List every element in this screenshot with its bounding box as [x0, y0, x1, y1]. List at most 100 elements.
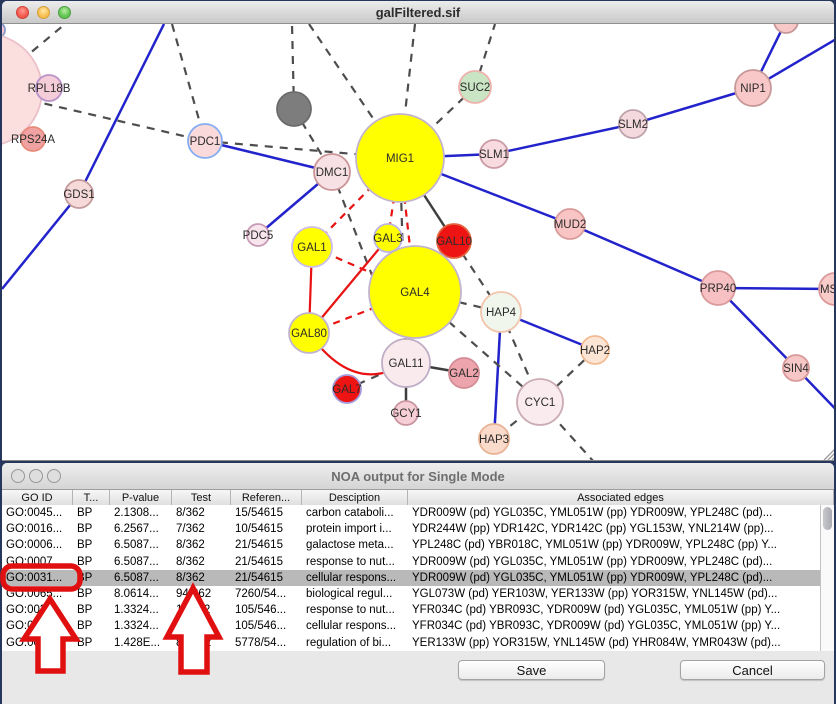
table-row[interactable]: GO:0045...BP2.1308...8/36215/54615carbon… — [2, 505, 820, 521]
cell: BP — [73, 588, 110, 600]
cell: BP — [73, 604, 110, 616]
cell: BP — [73, 539, 110, 551]
edge-GDS1-a_left1 — [2, 194, 79, 289]
cell: 80/362 — [172, 637, 231, 649]
edge-a_top3-PDC1 — [172, 24, 205, 141]
node-label-gal11: GAL11 — [389, 358, 424, 370]
table-row[interactable]: GO:0065...BP8.0614...94/3627260/54...bio… — [2, 586, 820, 602]
button-bar: Save Cancel — [2, 660, 834, 682]
vertical-scrollbar[interactable] — [820, 505, 834, 651]
node-label-slm2: SLM2 — [618, 119, 648, 131]
node-label-rps24a: RPS24A — [11, 134, 55, 146]
node-label-pdc5: PDC5 — [243, 230, 274, 242]
cell: galactose meta... — [302, 539, 408, 551]
node-label-gds1: GDS1 — [63, 189, 94, 201]
network-window-title: galFiltered.sif — [376, 5, 461, 20]
cell: YFR034C (pd) YBR093C, YDR009W (pd) YGL03… — [408, 604, 820, 616]
node-label-mud2: MUD2 — [554, 219, 587, 231]
cell: YER133W (pp) YOR315W, YNL145W (pd) YHR08… — [408, 637, 820, 649]
zoom-button-inactive[interactable] — [47, 469, 61, 483]
save-button[interactable]: Save — [458, 660, 605, 680]
scrollbar-thumb[interactable] — [823, 507, 832, 530]
noa-window: NOA output for Single Mode GO ID T... P-… — [2, 463, 834, 704]
column-header-description[interactable]: Desciption — [302, 490, 408, 506]
resize-grip-icon[interactable] — [832, 457, 834, 460]
network-canvas[interactable]: RPL18BRPS24AGDS1PDC1DMC1MIG1SUC2SLM1SLM2… — [2, 24, 834, 461]
node-label-slm1: SLM1 — [479, 149, 509, 161]
column-header-go-id[interactable]: GO ID — [2, 490, 73, 506]
cell: 21/54615 — [231, 572, 302, 584]
table-row[interactable]: GO:0031...BP1.3324...11/362105/546...cel… — [2, 618, 820, 634]
cell: 8.0614... — [110, 588, 172, 600]
table-row[interactable]: GO:0006...BP6.5087...8/36221/54615galact… — [2, 537, 820, 553]
cell: YDR244W (pp) YDR142C, YDR142C (pp) YGL15… — [408, 523, 820, 535]
column-header-associated-edges[interactable]: Associated edges — [408, 490, 834, 506]
node-label-hap2: HAP2 — [580, 345, 610, 357]
column-header-reference[interactable]: Referen... — [231, 490, 302, 506]
cell: response to nut... — [302, 556, 408, 568]
table-row-selected[interactable]: GO:0031...BP6.5087...8/36221/54615cellul… — [2, 570, 820, 586]
node-label-prp40: PRP40 — [700, 283, 736, 295]
results-table-body: GO:0045...BP2.1308...8/36215/54615carbon… — [2, 505, 820, 651]
node-label-gal80: GAL80 — [291, 328, 327, 340]
node-label-gal10: GAL10 — [436, 236, 472, 248]
cell: BP — [73, 523, 110, 535]
minimize-button[interactable] — [37, 6, 50, 19]
cell: GO:0007... — [2, 556, 73, 568]
cell: biological regul... — [302, 588, 408, 600]
cell: 6.5087... — [110, 556, 172, 568]
zoom-button[interactable] — [58, 6, 71, 19]
cell: 8/362 — [172, 556, 231, 568]
cancel-button[interactable]: Cancel — [680, 660, 825, 680]
node-gray[interactable] — [277, 92, 311, 126]
edge-SLM1-SLM2 — [494, 124, 633, 154]
node-label-nip1: NIP1 — [740, 83, 766, 95]
close-button-inactive[interactable] — [11, 469, 25, 483]
cell: GO:0045... — [2, 507, 73, 519]
column-header-test[interactable]: Test — [172, 490, 231, 506]
cell: BP — [73, 572, 110, 584]
inactive-traffic-lights — [11, 469, 61, 483]
cell: cellular respons... — [302, 572, 408, 584]
cell: 94/362 — [172, 588, 231, 600]
noa-window-titlebar[interactable]: NOA output for Single Mode — [2, 463, 834, 490]
cell: YDR009W (pd) YGL035C, YML051W (pp) YDR00… — [408, 507, 820, 519]
cell: 6.2567... — [110, 523, 172, 535]
node-label-gal4: GAL4 — [400, 287, 430, 299]
cell: 7260/54... — [231, 588, 302, 600]
node-label-rpl18b: RPL18B — [28, 83, 71, 95]
cell: response to nut... — [302, 604, 408, 616]
cell: 105/546... — [231, 620, 302, 632]
network-window: galFiltered.sif RPL18BRPS24AGDS1PDC1DMC1… — [2, 1, 834, 461]
node-label-mig1: MIG1 — [386, 153, 414, 165]
cell: 2.1308... — [110, 507, 172, 519]
cell: 10/54615 — [231, 523, 302, 535]
cell: 11/362 — [172, 604, 231, 616]
node-label-sin4: SIN4 — [783, 363, 809, 375]
node-label-hap4: HAP4 — [486, 307, 517, 319]
cell: GO:0016... — [2, 523, 73, 535]
node-label-gal7: GAL7 — [332, 384, 361, 396]
network-window-titlebar[interactable]: galFiltered.sif — [2, 1, 834, 24]
table-row[interactable]: GO:0007...BP6.5087...8/36221/54615respon… — [2, 554, 820, 570]
edge-a_top2-GDS1 — [79, 24, 164, 194]
column-header-p-value[interactable]: P-value — [110, 490, 172, 506]
table-row[interactable]: GO:0016...BP6.2567...7/36210/54615protei… — [2, 521, 820, 537]
minimize-button-inactive[interactable] — [29, 469, 43, 483]
cell: 1.3324... — [110, 620, 172, 632]
table-row[interactable]: GO:0050...BP1.428E...80/3625778/54...reg… — [2, 635, 820, 651]
cell: 21/54615 — [231, 539, 302, 551]
cell: GO:0050... — [2, 637, 73, 649]
cell: 21/54615 — [231, 556, 302, 568]
node-label-pdc1: PDC1 — [190, 136, 221, 148]
traffic-lights — [16, 6, 71, 19]
node-label-gal1: GAL1 — [297, 242, 326, 254]
cell: 6.5087... — [110, 572, 172, 584]
close-button[interactable] — [16, 6, 29, 19]
cell: YDR009W (pd) YGL035C, YML051W (pp) YDR00… — [408, 572, 820, 584]
table-row[interactable]: GO:0031...BP1.3324...11/362105/546...res… — [2, 602, 820, 618]
node-trn[interactable] — [774, 24, 798, 33]
column-header-type[interactable]: T... — [73, 490, 110, 506]
cell: BP — [73, 556, 110, 568]
cell: GO:0031... — [2, 572, 73, 584]
